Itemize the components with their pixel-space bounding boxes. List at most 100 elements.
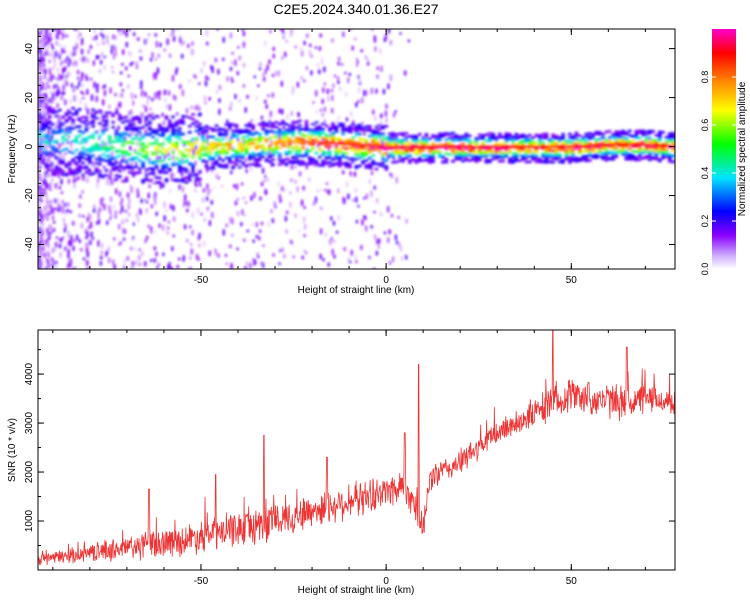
spectrogram-cell: [501, 135, 505, 139]
spectrogram-cell: [38, 115, 41, 121]
spectrogram-cell: [614, 132, 619, 136]
spectrogram-cell: [101, 131, 105, 135]
spectrogram-cell: [38, 77, 41, 82]
spectrogram-cell: [141, 147, 145, 150]
spectrogram-cell: [521, 145, 525, 148]
spectrogram-cell: [314, 120, 317, 127]
spectrogram-cell: [381, 140, 384, 147]
spectrogram-cell: [151, 142, 155, 145]
spectrogram-cell: [238, 141, 242, 144]
spectrogram-cell: [411, 158, 415, 162]
spectrogram-cell: [47, 85, 51, 89]
spectrogram-cell: [184, 177, 189, 180]
spectrogram-cell: [370, 88, 373, 95]
spectrogram-cell: [421, 136, 425, 140]
spectrogram-cell: [458, 152, 462, 156]
spectrogram-cell: [241, 153, 245, 157]
spectrogram-cell: [98, 148, 102, 151]
spectrogram-cell: [358, 77, 361, 83]
spectrogram-cell: [285, 229, 288, 234]
spectrogram-cell: [381, 127, 385, 130]
spectrogram-cell: [194, 188, 197, 193]
spectrogram-cell: [154, 199, 157, 205]
spectrogram-cell: [315, 110, 318, 114]
spectrogram-cell: [107, 246, 110, 252]
spectrogram-cell: [211, 144, 215, 148]
spectrogram-cell: [199, 183, 202, 187]
spectrogram-cell: [106, 250, 109, 254]
spectrogram-cell: [300, 47, 303, 51]
spectrogram-cell: [404, 156, 409, 159]
spectrogram-cell: [458, 157, 462, 161]
spectrogram-cell: [238, 160, 242, 163]
spectrogram-cell: [541, 141, 545, 145]
spectrogram-cell: [243, 213, 246, 217]
spectrogram-cell: [82, 175, 85, 181]
spectrogram-cell: [54, 51, 57, 57]
spectrogram-cell: [421, 149, 425, 152]
spectrogram-cell: [444, 157, 449, 161]
spectrogram-cell: [231, 218, 234, 225]
spectrogram-cell: [414, 137, 419, 141]
spectrogram-cell: [558, 140, 562, 143]
spectrogram-cell: [132, 100, 135, 106]
spectrogram-cell: [71, 172, 75, 176]
spectrogram-cell: [191, 171, 195, 174]
spectrogram-cell: [378, 145, 382, 148]
spectrogram-cell: [151, 52, 154, 58]
spectrogram-cell: [404, 145, 409, 148]
spectrogram-cell: [341, 162, 345, 165]
spectrogram-cell: [214, 250, 218, 256]
spectrogram-cell: [561, 135, 565, 139]
spectrogram-cell: [41, 116, 45, 119]
spectrogram-cell: [67, 109, 70, 113]
spectrogram-cell: [79, 98, 82, 105]
spectrogram-cell: [328, 156, 332, 159]
spectrogram-cell: [634, 136, 639, 140]
spectrogram-cell: [178, 159, 182, 162]
spectrogram-cell: [231, 79, 234, 83]
spectrogram-cell: [604, 155, 609, 158]
spectrogram-cell: [174, 162, 179, 166]
spectrogram-cell: [611, 151, 615, 154]
spectrogram-cell: [644, 150, 649, 153]
spectrogram-cell: [332, 221, 336, 226]
spectrogram-cell: [229, 67, 233, 71]
spectrogram-cell: [338, 124, 342, 127]
spectrogram-cell: [305, 166, 308, 169]
spectrogram-cell: [521, 158, 525, 161]
spectrogram-cell: [163, 48, 166, 52]
spectrogram-cell: [326, 190, 329, 194]
spectrogram-cell: [347, 77, 350, 84]
spectrogram-cell: [331, 249, 334, 255]
spectrogram-cell: [336, 230, 339, 234]
spectrogram-cell: [114, 132, 119, 136]
spectrogram-cell: [244, 158, 248, 162]
spectrogram-cell: [274, 142, 279, 145]
spectrogram-cell: [328, 161, 332, 164]
spectrogram-cell: [334, 144, 337, 147]
spectrogram-cell: [98, 163, 102, 166]
spectrogram-cell: [311, 142, 315, 145]
spectrogram-cell: [371, 139, 375, 143]
spectrogram-cell: [294, 149, 299, 152]
spectrogram-cell: [594, 139, 599, 143]
spectrogram-cell: [235, 183, 239, 190]
spectrogram-cell: [408, 149, 412, 152]
spectrogram-cell: [294, 153, 299, 156]
spectrogram-cell: [38, 128, 42, 131]
spectrogram-cell: [511, 145, 515, 148]
spectrogram-cell: [574, 156, 579, 160]
spectrogram-cell: [234, 159, 239, 162]
spectrogram-cell: [558, 153, 562, 156]
spectrogram-cell: [451, 139, 455, 142]
spectrogram-cell: [508, 151, 512, 154]
spectrogram-cell: [448, 136, 452, 140]
spectrogram-cell: [101, 174, 105, 178]
spectrogram-cell: [471, 145, 475, 148]
spectrogram-cell: [54, 84, 57, 88]
spectrogram-cell: [305, 148, 309, 152]
spectrogram-cell: [69, 210, 72, 214]
spectrogram-cell: [471, 149, 475, 152]
